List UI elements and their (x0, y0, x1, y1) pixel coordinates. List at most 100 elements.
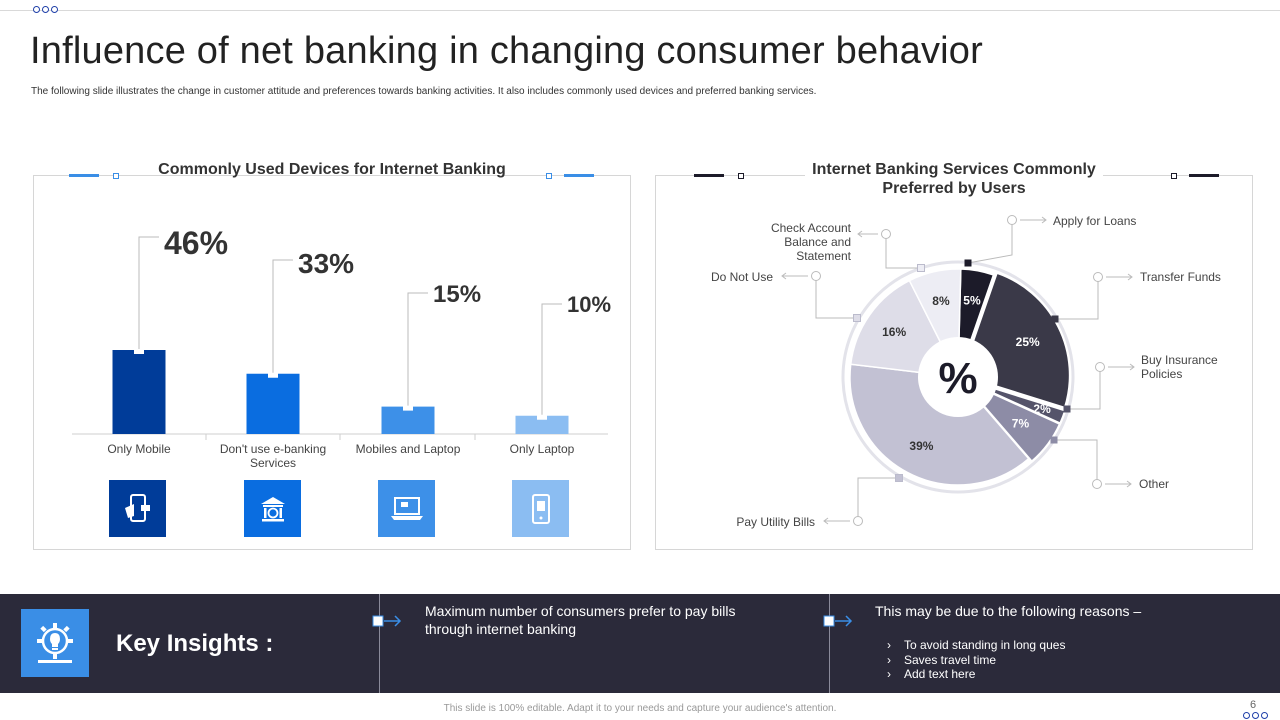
top-rule (0, 10, 1280, 11)
callout-marker (917, 264, 925, 272)
callout-arrow-head (1126, 480, 1132, 488)
footer-note: This slide is 100% editable. Adapt it to… (443, 703, 837, 714)
callout-line (815, 276, 857, 319)
header-dots-decoration (33, 6, 58, 13)
pie-callout-label: Do Not Use (710, 270, 773, 284)
bar-category-label: Mobiles and Laptop (355, 442, 461, 456)
bar-marker (403, 405, 413, 411)
bar-category-label: Only Laptop (509, 442, 575, 456)
bar-connector-line (541, 303, 562, 416)
phone-icon (512, 480, 569, 537)
bar-connector-line (272, 259, 293, 374)
panel-decoration (1171, 173, 1177, 179)
callout-node (811, 271, 821, 281)
pie-value-label: 7% (1012, 417, 1030, 431)
panel-decoration (546, 173, 552, 179)
callout-arrow-head (823, 517, 829, 525)
callout-line (1067, 367, 1101, 410)
pie-value-label: 16% (882, 325, 906, 339)
callout-node (1093, 272, 1103, 282)
pie-callout-label: Transfer Funds (1140, 270, 1221, 284)
bar-connector-line (138, 236, 159, 350)
pie-value-label: 5% (963, 293, 981, 307)
panel-decoration (69, 174, 99, 177)
bar-value-label: 33% (298, 248, 355, 279)
panel-decoration (113, 173, 119, 179)
bar-marker (134, 349, 144, 354)
callout-arrow-head (857, 230, 863, 238)
callout-marker (853, 314, 861, 322)
callout-line (885, 234, 921, 269)
bar-4 (515, 415, 569, 434)
callout-node (1092, 479, 1102, 489)
insight-point-2: This may be due to the following reasons… (875, 603, 1142, 619)
laptop-icon (378, 480, 435, 537)
bar-value-label: 10% (567, 292, 612, 317)
callout-node (1007, 215, 1017, 225)
bar-marker (537, 414, 547, 420)
callout-node (1095, 362, 1105, 372)
list-item: Saves travel time (887, 653, 1065, 668)
insights-divider (379, 594, 380, 693)
bar-marker (268, 372, 278, 378)
bar-category-label: Only Mobile (107, 442, 171, 456)
key-insights-title: Key Insights : (116, 630, 274, 657)
callout-marker (964, 259, 972, 267)
arrow-right-icon (823, 615, 853, 627)
bar-value-label: 15% (433, 281, 482, 308)
insight-point-1: Maximum number of consumers prefer to pa… (425, 603, 736, 637)
pie-callout-label: Other (1139, 477, 1170, 491)
pie-center-hole (918, 337, 998, 417)
bar-3 (381, 406, 435, 434)
callout-marker (1050, 436, 1058, 444)
pie-callout-label: Check Account Balance and Statement (770, 221, 851, 263)
insights-divider (829, 594, 830, 693)
pie-callout-label: Buy Insurance Policies (1141, 353, 1218, 381)
gear-lightbulb-icon (21, 609, 89, 677)
pie-value-label: 39% (909, 439, 933, 453)
page-number: 6 (1250, 699, 1257, 711)
list-item: Add text here (887, 667, 1065, 682)
panel-decoration (738, 173, 744, 179)
pie-callout-label: Apply for Loans (1053, 214, 1137, 228)
key-insights-bar: Key Insights : Maximum number of consume… (0, 594, 1280, 693)
callout-arrow-head (1127, 273, 1133, 281)
pie-center-label: % (938, 354, 977, 403)
pie-chart-title: Internet Banking Services Commonly Prefe… (805, 160, 1103, 198)
callout-marker (1051, 315, 1059, 323)
bar-value-label: 46% (164, 225, 229, 261)
callout-line (967, 220, 1013, 264)
callout-arrow-head (781, 272, 787, 280)
reasons-list: To avoid standing in long ques Saves tra… (887, 638, 1065, 682)
footer-dots-decoration (1243, 712, 1268, 719)
callout-arrow-head (1041, 216, 1047, 224)
callout-line (1054, 439, 1098, 484)
pie-value-label: 2% (1033, 402, 1051, 416)
list-item: To avoid standing in long ques (887, 638, 1065, 653)
bar-connector-line (407, 292, 428, 407)
pie-value-label: 25% (1016, 335, 1040, 349)
slide-title: Influence of net banking in changing con… (30, 30, 983, 72)
bar-chart-title: Commonly Used Devices for Internet Banki… (158, 161, 506, 178)
panel-decoration (1189, 174, 1219, 177)
mobile-cash-icon (109, 480, 166, 537)
callout-arrow-head (1129, 363, 1135, 371)
callout-line (857, 477, 899, 521)
panel-decoration (694, 174, 724, 177)
bar-category-label: Don't use e-banking Services (219, 442, 327, 470)
slide-subtitle: The following slide illustrates the chan… (31, 86, 817, 97)
pie-value-label: 8% (932, 294, 950, 308)
callout-marker (1063, 405, 1071, 413)
pie-callout-label: Pay Utility Bills (736, 515, 815, 529)
pie-slice-5 (849, 363, 1030, 486)
bar-1 (112, 350, 166, 434)
callout-line (1055, 277, 1099, 320)
pie-outer-ring (841, 260, 1075, 494)
panel-decoration (564, 174, 594, 177)
bank-building-icon (244, 480, 301, 537)
callout-node (853, 516, 863, 526)
arrow-right-icon (372, 615, 402, 627)
bar-2 (246, 373, 300, 434)
